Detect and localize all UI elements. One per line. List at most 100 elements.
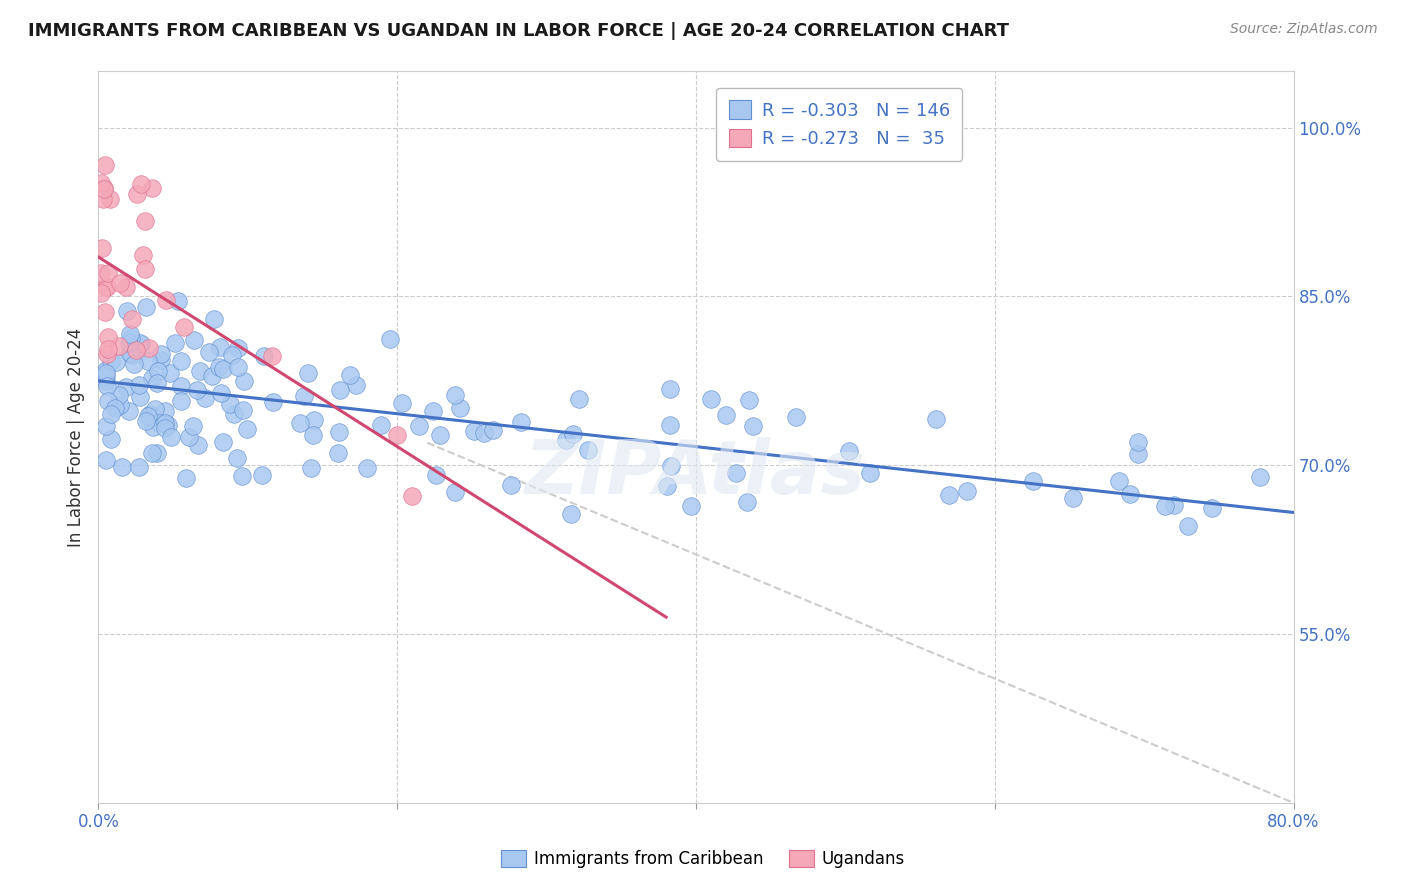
Point	[118, 403, 141, 417]
Point	[125, 186, 148, 201]
Point	[183, 333, 205, 347]
Point	[226, 359, 249, 374]
Point	[292, 389, 315, 403]
Point	[714, 409, 737, 423]
Point	[1108, 474, 1130, 488]
Point	[186, 438, 208, 452]
Point	[96, 347, 118, 361]
Point	[94, 279, 117, 293]
Point	[328, 425, 350, 439]
Point	[100, 432, 122, 446]
Point	[328, 446, 350, 460]
Point	[90, 285, 112, 300]
Point	[118, 335, 141, 350]
Point	[155, 293, 177, 307]
Point	[141, 446, 163, 460]
Point	[153, 404, 176, 418]
Point	[143, 402, 166, 417]
Point	[429, 428, 451, 442]
Point	[724, 467, 747, 481]
Point	[94, 159, 117, 173]
Point	[838, 443, 860, 458]
Point	[93, 192, 115, 206]
Point	[288, 417, 311, 431]
Text: Source: ZipAtlas.com: Source: ZipAtlas.com	[1230, 22, 1378, 37]
Point	[444, 485, 467, 500]
Point	[1163, 498, 1185, 512]
Point	[188, 364, 211, 378]
Point	[1126, 447, 1149, 461]
Point	[859, 466, 882, 480]
Point	[129, 391, 152, 405]
Point	[138, 342, 160, 356]
Point	[444, 388, 467, 402]
Point	[737, 495, 759, 509]
Point	[170, 394, 193, 409]
Point	[302, 413, 325, 427]
Point	[173, 319, 195, 334]
Point	[146, 376, 169, 391]
Point	[141, 371, 163, 385]
Point	[122, 358, 145, 372]
Point	[96, 266, 118, 280]
Point	[186, 383, 208, 397]
Point	[482, 423, 505, 437]
Point	[121, 348, 143, 362]
Point	[741, 419, 763, 434]
Point	[131, 337, 153, 351]
Point	[128, 336, 150, 351]
Point	[561, 426, 583, 441]
Point	[100, 193, 122, 207]
Point	[117, 303, 139, 318]
Point	[97, 329, 120, 343]
Legend: Immigrants from Caribbean, Ugandans: Immigrants from Caribbean, Ugandans	[494, 843, 912, 875]
Point	[232, 403, 254, 417]
Point	[181, 418, 204, 433]
Point	[657, 479, 679, 493]
Point	[135, 414, 157, 428]
Point	[681, 499, 703, 513]
Point	[401, 489, 423, 503]
Point	[149, 353, 172, 368]
Point	[938, 487, 960, 501]
Point	[207, 359, 229, 374]
Point	[134, 214, 156, 228]
Point	[115, 380, 138, 394]
Point	[90, 266, 112, 280]
Text: IMMIGRANTS FROM CARIBBEAN VS UGANDAN IN LABOR FORCE | AGE 20-24 CORRELATION CHAR: IMMIGRANTS FROM CARIBBEAN VS UGANDAN IN …	[28, 22, 1010, 40]
Text: ZIPAtlas: ZIPAtlas	[526, 437, 866, 510]
Point	[659, 459, 682, 474]
Point	[1177, 519, 1199, 533]
Point	[145, 446, 167, 460]
Point	[250, 468, 273, 483]
Legend: R = -0.303   N = 146, R = -0.273   N =  35: R = -0.303 N = 146, R = -0.273 N = 35	[717, 87, 962, 161]
Y-axis label: In Labor Force | Age 20-24: In Labor Force | Age 20-24	[66, 327, 84, 547]
Point	[1126, 435, 1149, 450]
Point	[170, 379, 193, 393]
Point	[209, 386, 232, 401]
Point	[128, 460, 150, 475]
Point	[211, 435, 233, 450]
Point	[167, 294, 190, 309]
Point	[96, 280, 118, 294]
Point	[107, 339, 129, 353]
Point	[463, 424, 485, 438]
Point	[127, 345, 149, 359]
Point	[108, 388, 131, 402]
Point	[97, 342, 120, 356]
Point	[149, 347, 172, 361]
Point	[135, 300, 157, 314]
Point	[425, 468, 447, 483]
Point	[208, 340, 231, 354]
Point	[136, 409, 159, 423]
Point	[659, 382, 682, 396]
Point	[97, 393, 120, 408]
Point	[568, 392, 591, 406]
Point	[233, 375, 256, 389]
Point	[231, 468, 253, 483]
Point	[163, 335, 186, 350]
Point	[449, 401, 471, 415]
Point	[1249, 470, 1271, 484]
Point	[297, 366, 319, 380]
Point	[160, 430, 183, 444]
